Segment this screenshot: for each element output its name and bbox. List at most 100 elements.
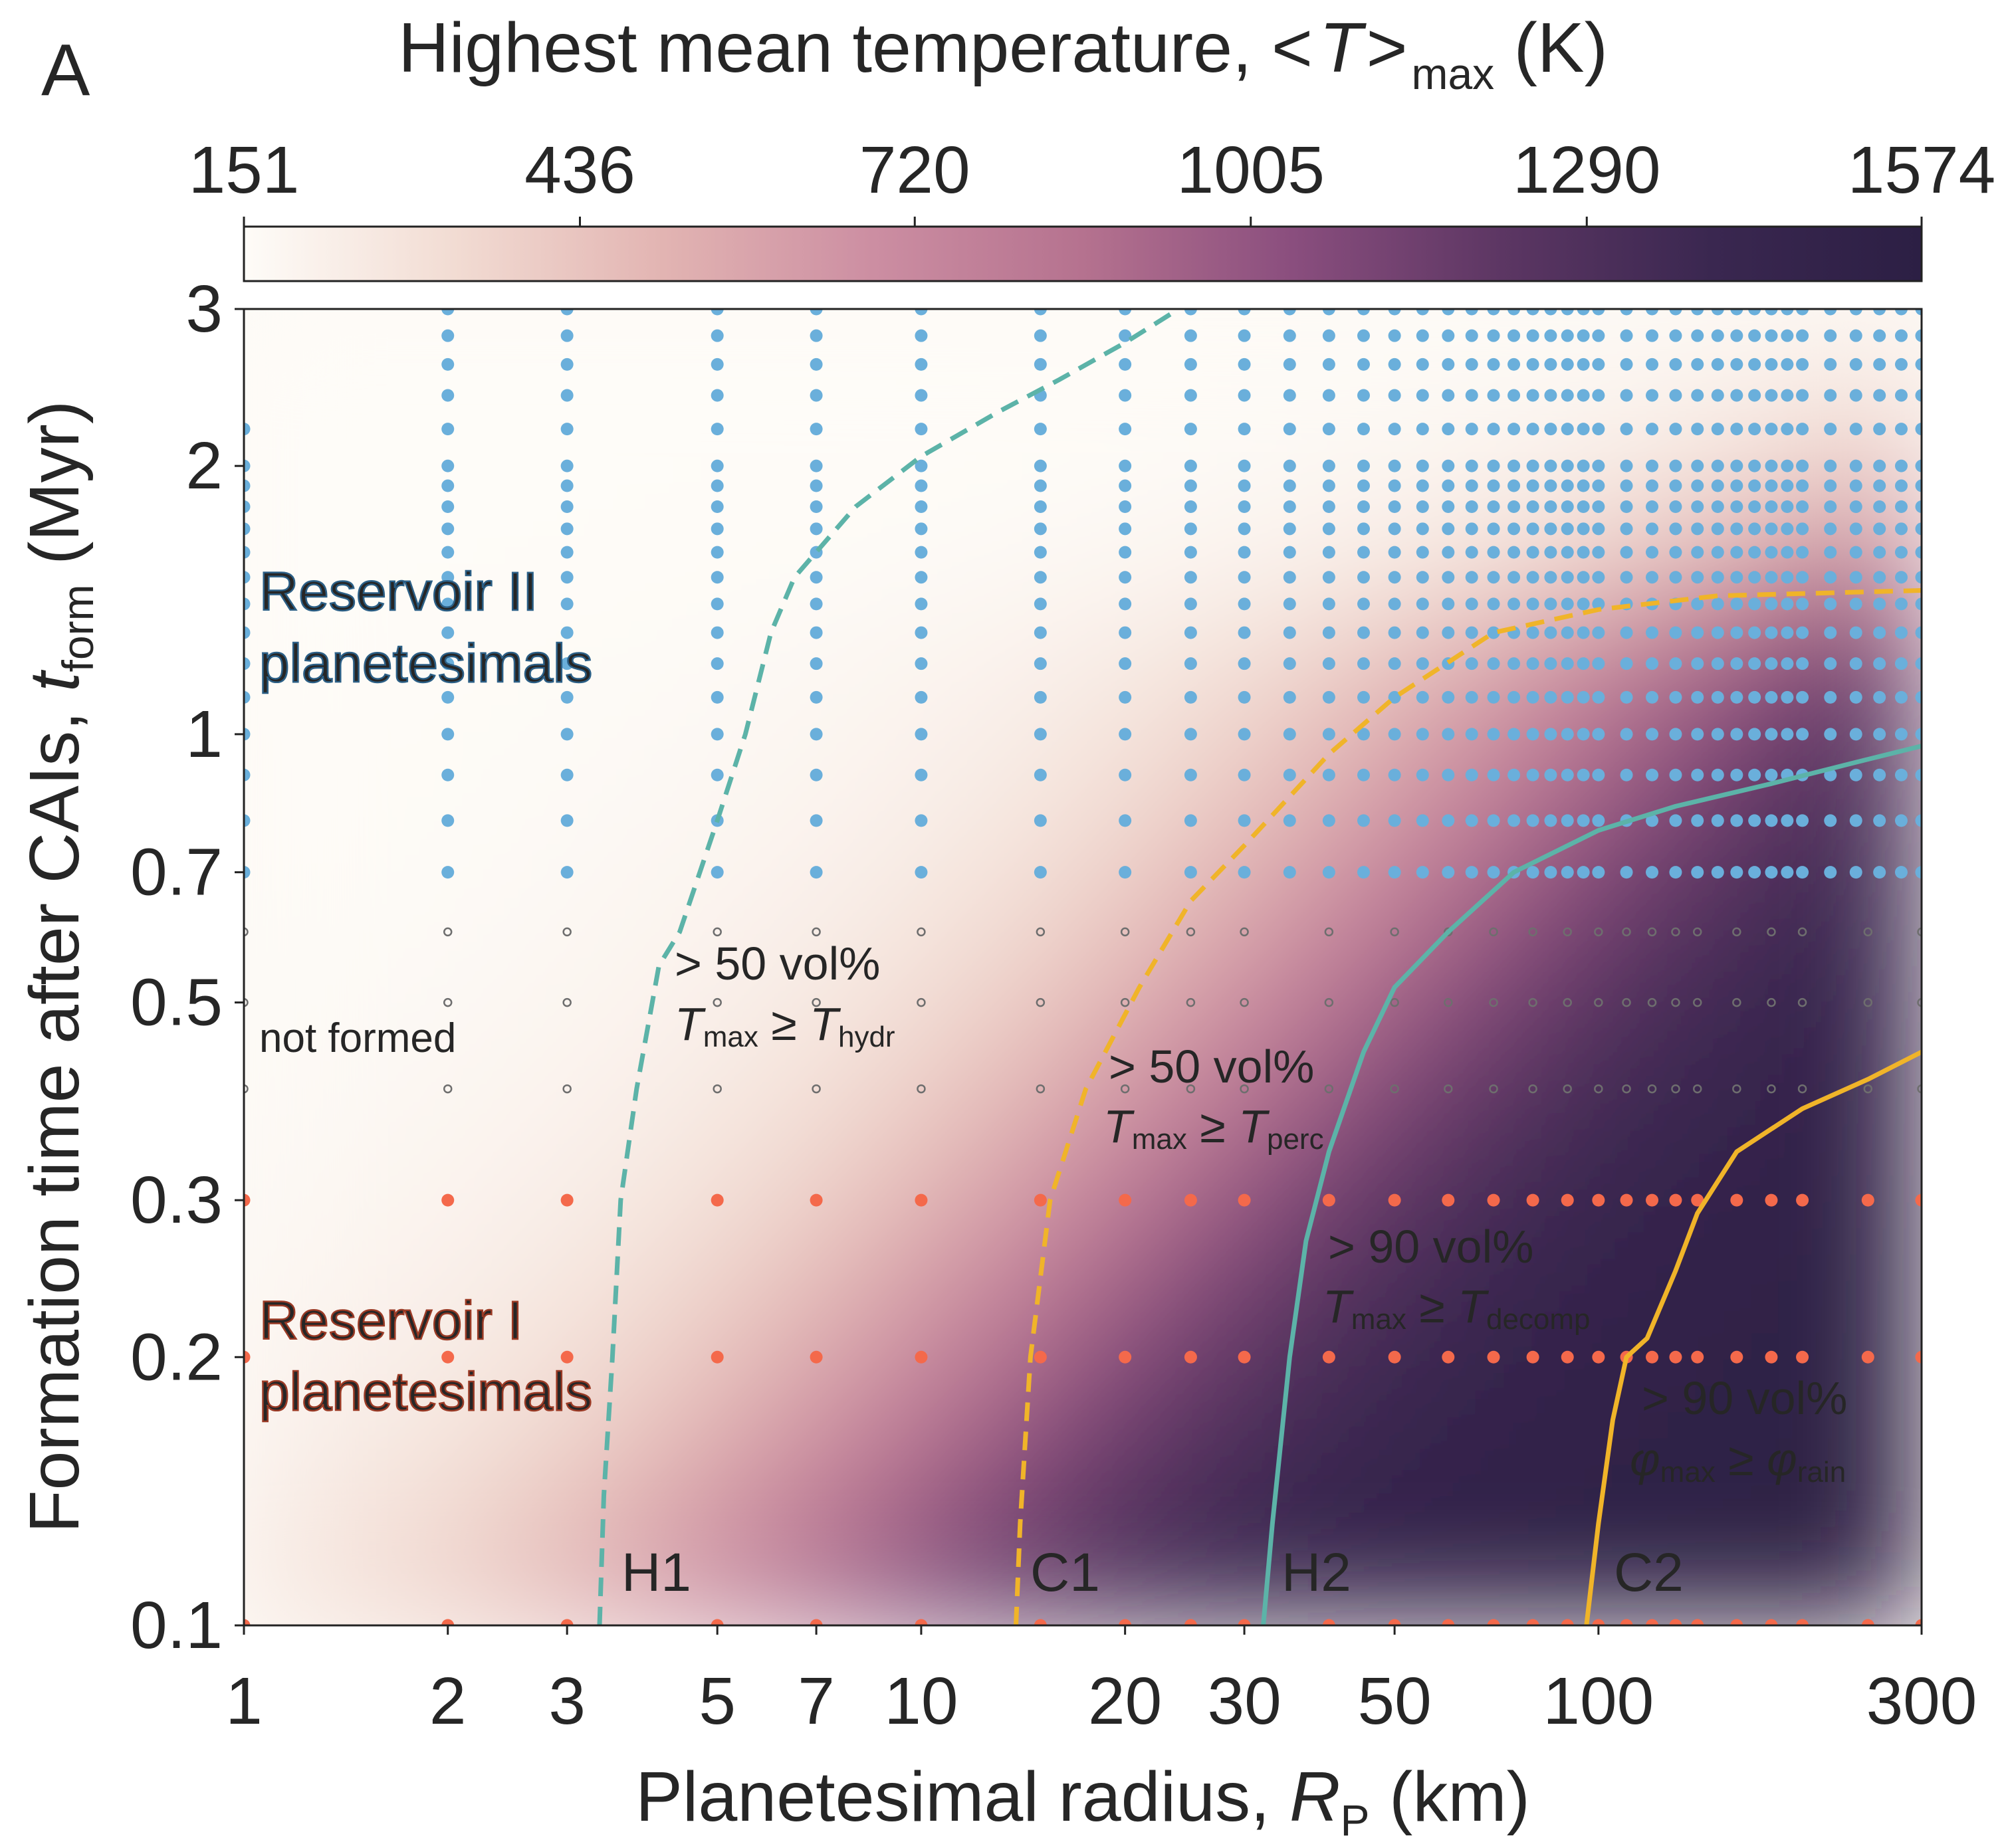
point-res2 [1238, 866, 1251, 879]
point-res2 [1119, 389, 1132, 402]
point-res2 [810, 423, 823, 436]
point-res2 [1238, 423, 1251, 436]
point-res2 [1711, 597, 1724, 611]
point-res2 [1322, 768, 1335, 781]
point-not-formed [1647, 927, 1657, 937]
point-res2 [1691, 728, 1704, 741]
point-not-formed [1390, 1084, 1399, 1094]
point-res2 [1561, 571, 1574, 584]
point-res1 [711, 1350, 724, 1364]
point-res2 [810, 657, 823, 670]
point-res2 [1873, 814, 1886, 827]
point-res2 [1796, 690, 1809, 704]
point-res2 [1238, 571, 1251, 584]
point-res2 [1442, 768, 1455, 781]
colorbar [243, 225, 1923, 282]
point-res2 [1238, 814, 1251, 827]
point-res2 [1526, 423, 1539, 436]
point-res2 [711, 423, 724, 436]
point-res2 [1781, 571, 1794, 584]
point-res2 [810, 522, 823, 536]
point-res2 [1669, 690, 1682, 704]
point-not-formed [1622, 927, 1631, 937]
point-res2 [1730, 690, 1743, 704]
point-res2 [1465, 500, 1478, 514]
point-res2 [1119, 329, 1132, 342]
point-res2 [441, 571, 455, 584]
point-res2 [1034, 866, 1047, 879]
point-res2 [1119, 479, 1132, 492]
point-res2 [244, 546, 251, 559]
point-res2 [1034, 626, 1047, 639]
point-not-formed [1594, 1084, 1603, 1094]
point-res2 [1184, 571, 1197, 584]
point-res2 [1184, 522, 1197, 536]
point-res1 [1119, 1193, 1132, 1207]
point-not-formed [1622, 997, 1631, 1007]
point-not-formed [812, 997, 821, 1007]
point-res2 [1669, 479, 1682, 492]
point-res2 [1646, 500, 1659, 514]
point-res2 [1873, 597, 1886, 611]
point-res2 [1283, 459, 1296, 472]
point-res2 [1711, 866, 1724, 879]
point-res2 [1465, 814, 1478, 827]
point-res2 [1592, 814, 1605, 827]
plot-frame [243, 308, 1923, 1627]
point-res2 [1646, 546, 1659, 559]
point-res2 [1526, 597, 1539, 611]
point-res2 [915, 479, 928, 492]
point-res2 [1894, 866, 1908, 879]
point-res1 [1691, 1619, 1704, 1625]
y-tick-label: 0.3 [130, 1163, 223, 1237]
point-res2 [1711, 358, 1724, 371]
point-not-formed [1797, 1084, 1807, 1094]
point-res2 [1322, 657, 1335, 670]
point-not-formed [917, 997, 926, 1007]
point-res2 [1561, 626, 1574, 639]
point-res2 [1894, 626, 1908, 639]
point-res2 [810, 571, 823, 584]
point-res2 [441, 329, 455, 342]
point-res2 [1184, 626, 1197, 639]
point-res2 [1592, 866, 1605, 879]
point-res2 [810, 329, 823, 342]
point-res2 [1416, 329, 1429, 342]
point-res2 [1592, 657, 1605, 670]
point-res2 [915, 329, 928, 342]
point-res2 [1465, 768, 1478, 781]
point-res1 [1442, 1193, 1455, 1207]
h1-desc-line2: Tmax ≥ Thydr [675, 998, 895, 1053]
c1-desc-line2: Tmax ≥ Tperc [1103, 1100, 1324, 1156]
point-res2 [1691, 500, 1704, 514]
point-res1 [1561, 1193, 1574, 1207]
point-not-formed [1390, 997, 1399, 1007]
point-not-formed [1622, 1084, 1631, 1094]
h2-label: H2 [1282, 1542, 1351, 1603]
point-res1 [1034, 1350, 1047, 1364]
point-res2 [1824, 309, 1837, 316]
point-res2 [1796, 358, 1809, 371]
point-res2 [1849, 571, 1862, 584]
point-res2 [1781, 423, 1794, 436]
point-res2 [1507, 571, 1521, 584]
point-res1 [1322, 1350, 1335, 1364]
point-res2 [1711, 657, 1724, 670]
point-res2 [1669, 546, 1682, 559]
point-res2 [1416, 309, 1429, 316]
point-res2 [1765, 597, 1778, 611]
point-not-formed [1444, 1084, 1453, 1094]
point-res2 [244, 626, 251, 639]
point-res2 [1322, 690, 1335, 704]
point-res1 [1322, 1193, 1335, 1207]
point-res2 [1322, 389, 1335, 402]
point-res2 [1561, 309, 1574, 316]
colorbar-title-lt: < [1272, 9, 1313, 87]
point-res2 [1730, 866, 1743, 879]
point-res2 [441, 309, 455, 316]
point-res2 [244, 459, 251, 472]
point-not-formed [244, 997, 249, 1007]
x-tick-label: 7 [798, 1664, 835, 1738]
point-not-formed [562, 997, 572, 1007]
point-res1 [441, 1350, 455, 1364]
